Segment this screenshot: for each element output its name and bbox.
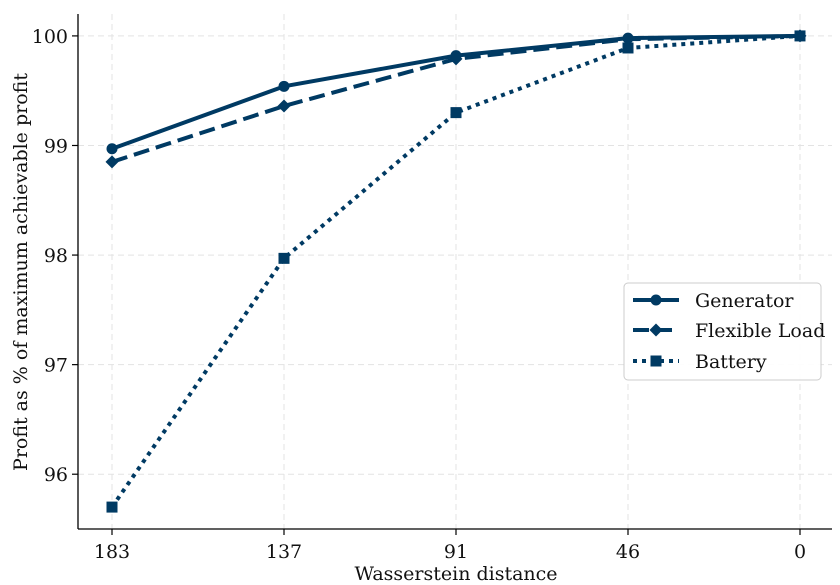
series-layer xyxy=(105,29,807,513)
data-point xyxy=(450,107,462,119)
y-tick-label: 98 xyxy=(44,245,68,267)
series-line xyxy=(110,33,801,509)
legend-marker xyxy=(649,323,663,337)
series-battery xyxy=(106,30,806,513)
grid xyxy=(78,14,832,529)
x-tick-label: 46 xyxy=(616,541,640,563)
y-tick-label: 96 xyxy=(44,464,68,486)
legend-label: Generator xyxy=(695,290,794,312)
data-point xyxy=(278,252,290,264)
legend-marker xyxy=(650,294,662,306)
legend-frame xyxy=(623,282,822,381)
y-tick-label: 100 xyxy=(32,26,68,48)
data-point xyxy=(106,143,118,155)
legend-label: Flexible Load xyxy=(695,320,825,342)
series-generator xyxy=(106,30,806,155)
data-point xyxy=(794,30,806,42)
data-point xyxy=(277,99,291,113)
data-point xyxy=(622,32,634,44)
data-point xyxy=(105,155,119,169)
y-tick-label: 97 xyxy=(44,355,68,377)
x-ticks: 183 137 91 46 0 xyxy=(94,529,806,563)
data-point xyxy=(278,80,290,92)
data-point xyxy=(450,50,462,62)
x-axis-label: Wasserstein distance xyxy=(354,563,557,585)
y-tick-label: 99 xyxy=(44,135,68,157)
x-tick-label: 137 xyxy=(266,541,302,563)
legend-label: Battery xyxy=(695,351,767,373)
x-tick-label: 91 xyxy=(444,541,468,563)
y-axis-label: Profit as % of maximum achievable profit xyxy=(10,73,32,471)
legend: Generator Flexible Load Battery xyxy=(623,282,825,381)
x-tick-label: 0 xyxy=(794,541,806,563)
axes xyxy=(77,14,832,530)
data-point xyxy=(622,42,634,54)
data-point xyxy=(106,501,118,513)
y-ticks: 96 97 98 99 100 xyxy=(32,26,78,486)
x-tick-label: 183 xyxy=(94,541,130,563)
legend-marker xyxy=(650,355,662,367)
